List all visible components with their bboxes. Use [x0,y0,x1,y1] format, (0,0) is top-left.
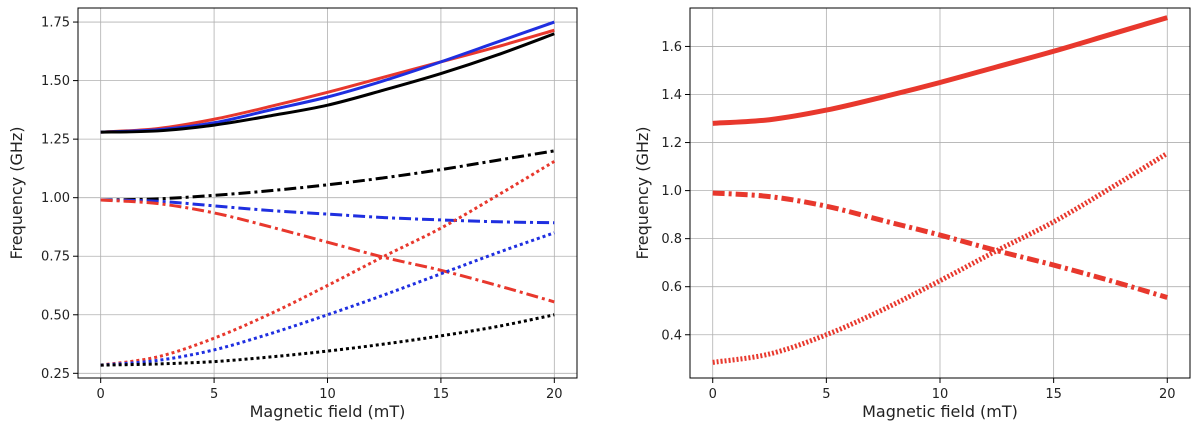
series-line-dashdot [100,198,555,304]
series-group [712,15,1169,365]
y-tick-label: 1.75 [41,16,70,31]
series-line-dashdot [100,198,555,225]
x-tick-label: 20 [1159,387,1176,402]
x-tick-label: 0 [709,387,717,402]
series-line-dotted [100,160,556,367]
x-tick-label: 10 [932,387,949,402]
x-axis-label: Magnetic field (mT) [250,402,406,421]
y-axis-label: Frequency (GHz) [7,126,26,259]
series-line-dotted [100,313,555,367]
grid [690,8,1190,378]
y-tick-label: 1.2 [661,136,682,151]
y-tick-label: 1.25 [41,133,70,148]
grid [78,8,577,378]
y-tick-label: 1.4 [661,88,682,103]
x-tick-label: 5 [822,387,830,402]
series-line-dashdot [712,190,1168,300]
x-tick-label: 0 [97,387,105,402]
x-axis-label: Magnetic field (mT) [862,402,1018,421]
series-line-dotted [100,231,555,367]
series-line-solid [100,32,555,134]
y-tick-label: 0.4 [661,328,682,343]
x-tick-label: 15 [1045,387,1062,402]
x-tick-label: 20 [546,387,563,402]
x-tick-label: 15 [433,387,450,402]
x-tick-label: 5 [210,387,218,402]
y-tick-label: 0.8 [661,232,682,247]
y-tick-label: 0.75 [41,250,70,265]
right-panel: 0 5 10 15 20 0.4 0.6 0.8 1.0 1.2 1.4 1.6 Magnetic fi… [633,7,1191,421]
y-tick-label: 1.50 [41,74,70,89]
y-tick-label: 0.50 [41,308,70,323]
series-line-dashdot [100,149,555,202]
y-tick-label: 1.00 [41,191,70,206]
y-tick-label: 0.6 [661,280,682,295]
y-tick-label: 0.25 [41,367,70,382]
series-group [100,20,556,367]
y-tick-label: 1.6 [661,40,682,55]
y-tick-label: 1.0 [661,184,682,199]
series-line-solid [712,15,1168,126]
left-panel: 0 5 10 15 20 0.25 0.50 0.75 1.00 1.25 1.50 1.75 Magn… [7,7,578,421]
series-line-solid [100,28,555,134]
x-tick-label: 10 [319,387,336,402]
y-axis-label: Frequency (GHz) [633,126,652,259]
